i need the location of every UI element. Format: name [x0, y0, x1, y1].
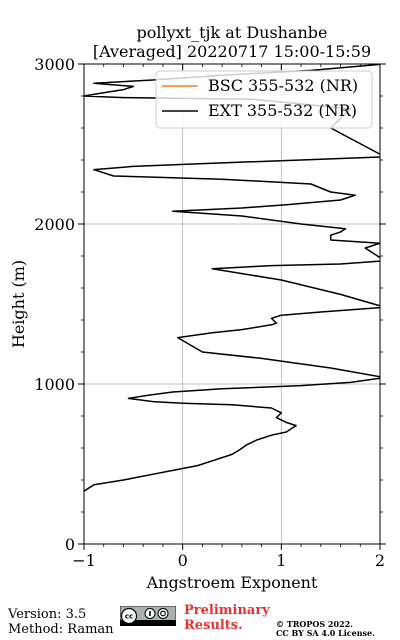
series-line-2	[84, 64, 380, 493]
legend-label-1: BSC 355-532 (NR)	[208, 76, 358, 95]
y-tick-label: 1000	[34, 375, 75, 394]
y-axis-label: Height (m)	[9, 260, 28, 348]
chart-title: pollyxt_tjk at Dushanbe	[136, 23, 327, 42]
x-axis-label: Angstroem Exponent	[146, 573, 318, 592]
x-tick-label: 0	[178, 551, 188, 570]
y-tick-label: 2000	[34, 215, 75, 234]
svg-text:cc: cc	[125, 613, 133, 621]
x-tick-label: −1	[72, 551, 96, 570]
x-tick-label: 2	[375, 551, 385, 570]
copyright-notice: © TROPOS 2022. CC BY SA 4.0 License.	[276, 620, 375, 638]
copyright-line-2: CC BY SA 4.0 License.	[276, 628, 375, 638]
angstroem-profile-chart: pollyxt_tjk at Dushanbe [Averaged] 20220…	[9, 23, 386, 592]
preliminary-line-2: Results.	[184, 618, 243, 633]
method-text: Method: Raman	[8, 622, 114, 637]
legend: BSC 355-532 (NR) EXT 355-532 (NR)	[155, 70, 373, 129]
series-layer	[84, 64, 380, 493]
y-tick-label: 0	[65, 535, 75, 554]
legend-box	[155, 70, 373, 129]
y-tick-label: 3000	[34, 55, 75, 74]
x-tick-label: 1	[276, 551, 286, 570]
preliminary-line-1: Preliminary	[184, 603, 270, 618]
grid-lines	[83, 63, 381, 545]
chart-subtitle: [Averaged] 20220717 15:00-15:59	[93, 42, 371, 61]
copyright-line-1: © TROPOS 2022.	[276, 619, 353, 629]
cc-by-sa-license-icon: cc	[120, 606, 176, 626]
version-text: Version: 3.5	[8, 607, 87, 622]
preliminary-results-label: Preliminary Results.	[184, 603, 270, 633]
plot-frame	[83, 63, 381, 545]
legend-label-2: EXT 355-532 (NR)	[208, 101, 357, 120]
